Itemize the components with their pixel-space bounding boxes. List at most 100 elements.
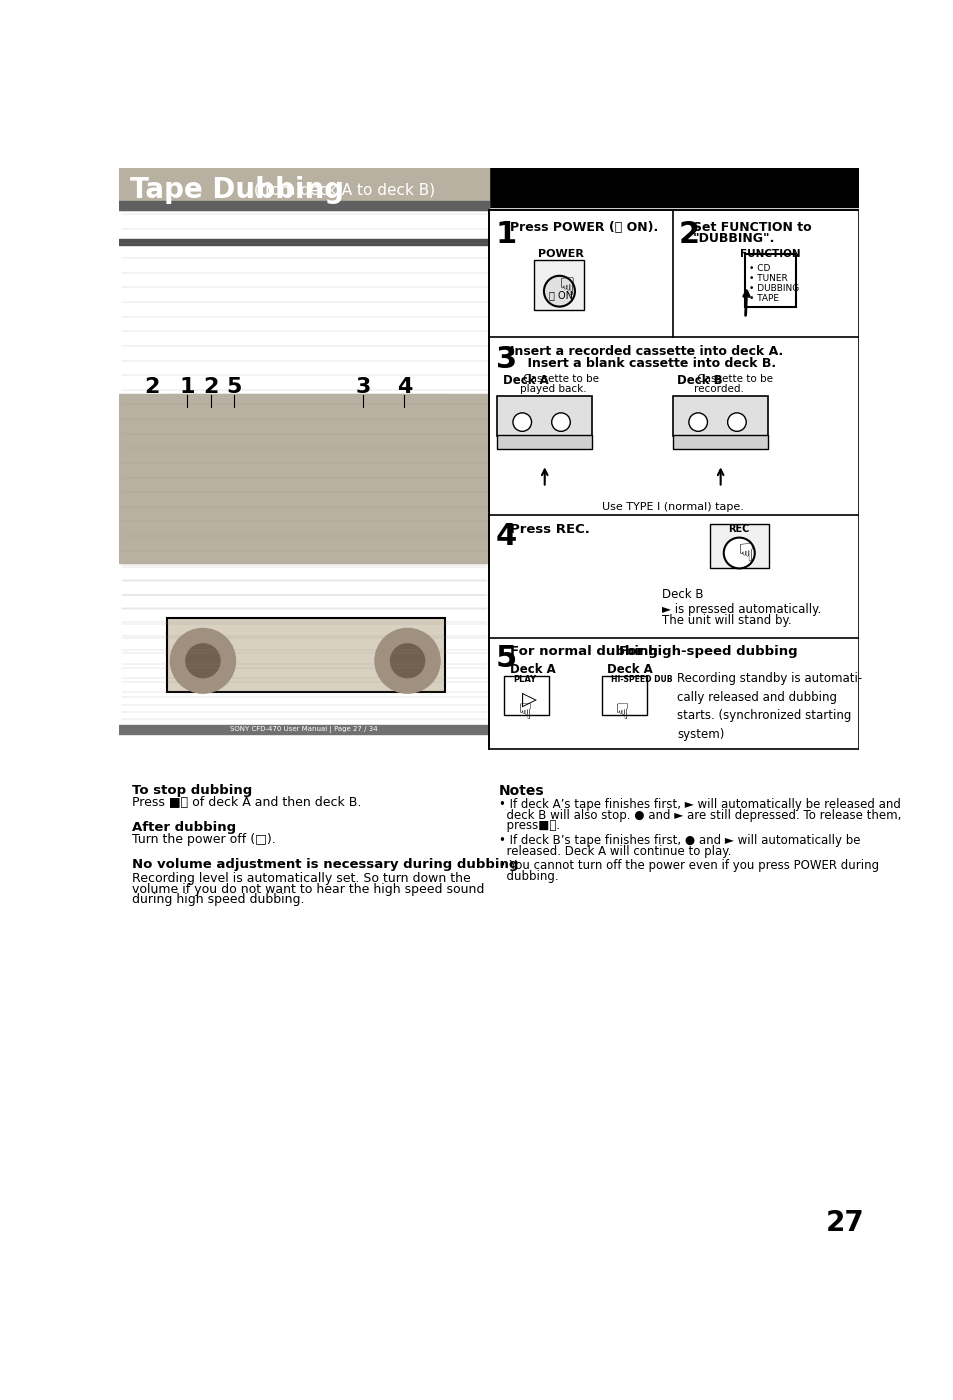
Circle shape: [195, 449, 211, 465]
Text: dubbing.: dubbing.: [498, 871, 558, 883]
Text: Deck A: Deck A: [502, 374, 548, 388]
Text: Press ■⏫ of deck A and then deck B.: Press ■⏫ of deck A and then deck B.: [132, 797, 360, 809]
Text: 2: 2: [679, 220, 700, 249]
Text: "DUBBING".: "DUBBING".: [692, 232, 774, 245]
Bar: [119, 202, 488, 210]
Text: • You cannot turn off the power even if you press POWER during: • You cannot turn off the power even if …: [498, 860, 879, 872]
Circle shape: [543, 276, 575, 307]
Text: ▷: ▷: [521, 690, 536, 708]
Text: 5: 5: [496, 644, 517, 673]
Text: Notes: Notes: [498, 784, 544, 798]
Bar: [262, 504, 386, 518]
Text: The unit will stand by.: The unit will stand by.: [661, 613, 791, 627]
Bar: [119, 550, 488, 557]
Text: Deck B: Deck B: [661, 588, 702, 601]
Bar: [119, 725, 488, 734]
Text: • TUNER: • TUNER: [748, 274, 786, 283]
Bar: [119, 0, 488, 210]
Text: FUNCTION: FUNCTION: [740, 249, 800, 259]
Bar: [504, 676, 549, 714]
Text: 5: 5: [226, 378, 241, 398]
Circle shape: [369, 419, 446, 496]
Text: ☞: ☞: [550, 276, 574, 298]
Text: Press REC.: Press REC.: [509, 524, 589, 536]
Text: press■⏫.: press■⏫.: [498, 819, 559, 833]
Text: ☞: ☞: [510, 701, 530, 721]
Bar: [119, 168, 858, 206]
Bar: [601, 676, 646, 714]
Text: 1: 1: [496, 220, 517, 249]
Text: 1: 1: [179, 378, 195, 398]
Circle shape: [186, 644, 220, 678]
Bar: [488, 210, 858, 749]
Text: Turn the power off (□).: Turn the power off (□).: [132, 833, 275, 846]
Bar: [709, 524, 768, 568]
Bar: [497, 435, 592, 449]
Text: For high-speed dubbing: For high-speed dubbing: [618, 644, 797, 658]
Text: deck B will also stop. ● and ► are still depressed. To release them,: deck B will also stop. ● and ► are still…: [498, 809, 901, 822]
Bar: [744, 255, 795, 307]
Bar: [119, 393, 488, 563]
Text: HI-SPEED DUB: HI-SPEED DUB: [611, 675, 672, 683]
Text: 2: 2: [203, 378, 218, 398]
Text: (from deck A to deck B): (from deck A to deck B): [249, 182, 435, 197]
Text: • If deck A’s tape finishes first, ► will automatically be released and: • If deck A’s tape finishes first, ► wil…: [498, 798, 900, 811]
Text: Deck B: Deck B: [677, 374, 722, 388]
Text: during high speed dubbing.: during high speed dubbing.: [132, 893, 304, 906]
Circle shape: [399, 449, 415, 465]
Circle shape: [385, 435, 429, 479]
Text: Recording standby is automati-
cally released and dubbing
starts. (synchronized : Recording standby is automati- cally rel…: [677, 672, 862, 741]
Circle shape: [727, 413, 745, 431]
Text: POWER: POWER: [537, 249, 583, 259]
Circle shape: [688, 413, 707, 431]
Text: REC: REC: [728, 524, 749, 533]
Text: volume if you do not want to hear the high speed sound: volume if you do not want to hear the hi…: [132, 882, 483, 896]
Text: Press POWER (⎊ ON).: Press POWER (⎊ ON).: [509, 221, 658, 234]
Text: Insert a recorded cassette into deck A.: Insert a recorded cassette into deck A.: [509, 346, 782, 358]
Bar: [534, 260, 583, 311]
Text: No volume adjustment is necessary during dubbing: No volume adjustment is necessary during…: [132, 858, 517, 871]
Text: played back.: played back.: [519, 384, 586, 393]
Text: • CD: • CD: [748, 265, 769, 273]
Bar: [167, 395, 444, 503]
Text: ☞: ☞: [608, 701, 628, 721]
Text: • DUBBING: • DUBBING: [748, 284, 798, 293]
Text: 3: 3: [496, 346, 517, 374]
Text: ☞: ☞: [728, 542, 752, 564]
Text: PLAY: PLAY: [513, 675, 537, 683]
Text: Insert a blank cassette into deck B.: Insert a blank cassette into deck B.: [509, 357, 775, 370]
Text: SONY CFD-470 User Manual | Page 27 / 34: SONY CFD-470 User Manual | Page 27 / 34: [230, 725, 377, 732]
Text: For normal dubbing: For normal dubbing: [509, 644, 657, 658]
Bar: [673, 435, 767, 449]
Circle shape: [513, 413, 531, 431]
Text: recorded.: recorded.: [694, 384, 743, 393]
Text: • If deck B’s tape finishes first, ● and ► will automatically be: • If deck B’s tape finishes first, ● and…: [498, 834, 860, 847]
Text: Set FUNCTION to: Set FUNCTION to: [692, 221, 810, 234]
Text: Recording level is automatically set. So turn down the: Recording level is automatically set. So…: [132, 872, 470, 885]
Circle shape: [390, 644, 424, 678]
Circle shape: [164, 419, 241, 496]
Circle shape: [723, 538, 754, 568]
Text: 4: 4: [496, 522, 517, 552]
Text: Tape Dubbing: Tape Dubbing: [130, 175, 344, 203]
Text: To stop dubbing: To stop dubbing: [132, 784, 252, 797]
Circle shape: [551, 413, 570, 431]
Circle shape: [171, 629, 235, 693]
Text: 3: 3: [355, 378, 371, 398]
Circle shape: [375, 629, 439, 693]
Bar: [673, 396, 767, 435]
Text: Cassette to be: Cassette to be: [519, 374, 598, 385]
Text: Deck A: Deck A: [607, 664, 653, 676]
Circle shape: [181, 435, 224, 479]
Text: 27: 27: [825, 1210, 863, 1238]
Bar: [167, 619, 444, 692]
Text: ⎊ ON: ⎊ ON: [548, 290, 572, 300]
Text: Use TYPE I (normal) tape.: Use TYPE I (normal) tape.: [601, 503, 743, 512]
Text: • TAPE: • TAPE: [748, 294, 778, 304]
Text: 2: 2: [144, 378, 159, 398]
Text: Cassette to be: Cassette to be: [694, 374, 773, 385]
Text: ► is pressed automatically.: ► is pressed automatically.: [661, 603, 821, 616]
Bar: [262, 522, 386, 536]
Bar: [119, 239, 488, 245]
Text: Deck A: Deck A: [509, 664, 555, 676]
